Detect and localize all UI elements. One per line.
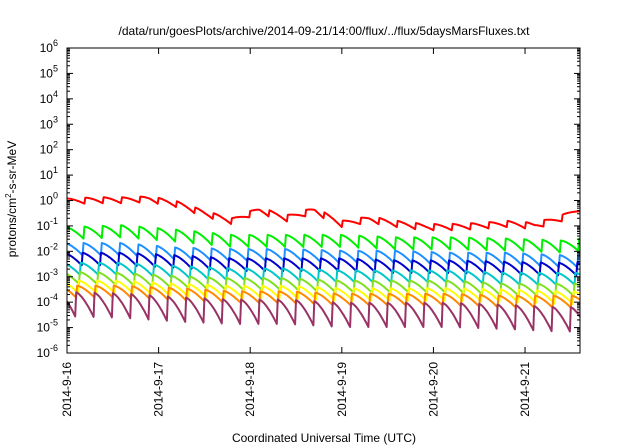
- y-tick-label: 10-4: [37, 292, 58, 309]
- y-tick-base: 10: [40, 143, 54, 157]
- y-tick-label: 105: [40, 63, 58, 80]
- y-tick-base: 10: [40, 168, 54, 182]
- y-tick-exponent: 1: [53, 165, 58, 175]
- y-tick-label: 104: [40, 89, 58, 106]
- y-tick-label: 10-5: [37, 318, 58, 335]
- chart-title: /data/run/goesPlots/archive/2014-09-21/1…: [119, 24, 531, 38]
- series-line-6: [66, 279, 581, 305]
- y-tick-label: 103: [40, 114, 58, 131]
- x-tick-label: 2014-9-19: [335, 362, 349, 417]
- x-tick-label: 2014-9-18: [243, 362, 257, 417]
- plot-frame: [66, 47, 581, 354]
- series-line-0: [66, 195, 581, 232]
- x-tick-label: 2014-9-20: [426, 362, 440, 417]
- y-tick-exponent: 0: [53, 191, 58, 201]
- y-tick-base: 10: [37, 346, 51, 360]
- y-tick-label: 10-1: [37, 216, 58, 233]
- y-tick-exponent: 4: [53, 89, 58, 99]
- y-tick-label: 101: [40, 165, 58, 182]
- y-tick-exponent: -4: [50, 292, 58, 302]
- series-line-2: [66, 242, 581, 269]
- axes-layer: 10-610-510-410-310-210-11001011021031041…: [37, 38, 581, 417]
- y-axis-label-rest: -s-sr-MeV: [5, 141, 19, 194]
- y-tick-label: 106: [40, 38, 58, 55]
- y-tick-base: 10: [40, 66, 54, 80]
- y-tick-exponent: 5: [53, 63, 58, 73]
- x-axis-label: Coordinated Universal Time (UTC): [232, 431, 416, 445]
- series-line-1: [66, 224, 581, 254]
- y-tick-exponent: -5: [50, 318, 58, 328]
- y-tick-exponent: -1: [50, 216, 58, 226]
- y-tick-base: 10: [37, 295, 51, 309]
- x-tick-label: 2014-9-21: [518, 362, 532, 417]
- y-tick-base: 10: [40, 92, 54, 106]
- y-tick-base: 10: [37, 270, 51, 284]
- y-axis-label-main: protons/cm: [5, 198, 19, 257]
- y-tick-label: 10-6: [37, 343, 58, 360]
- y-tick-base: 10: [40, 194, 54, 208]
- y-tick-exponent: 3: [53, 114, 58, 124]
- y-tick-exponent: -2: [50, 241, 58, 251]
- x-tick-label: 2014-9-17: [152, 362, 166, 417]
- y-tick-base: 10: [40, 41, 54, 55]
- y-tick-exponent: 6: [53, 38, 58, 48]
- y-axis-label-sup: 2: [4, 193, 13, 198]
- y-tick-base: 10: [37, 219, 51, 233]
- series-line-7: [66, 284, 581, 309]
- y-tick-exponent: -3: [50, 267, 58, 277]
- y-tick-label: 10-3: [37, 267, 58, 284]
- y-tick-base: 10: [40, 117, 54, 131]
- y-tick-label: 10-2: [37, 241, 58, 258]
- y-tick-label: 100: [40, 191, 58, 208]
- series-line-8: [66, 291, 581, 333]
- y-tick-exponent: 2: [53, 140, 58, 150]
- y-tick-exponent: -6: [50, 343, 58, 353]
- series-layer: [66, 195, 581, 333]
- y-tick-base: 10: [37, 244, 51, 258]
- series-line-3: [66, 251, 581, 277]
- y-axis-label: protons/cm2-s-sr-MeV: [4, 141, 19, 257]
- x-tick-label: 2014-9-16: [60, 362, 74, 417]
- y-tick-base: 10: [37, 321, 51, 335]
- y-tick-label: 102: [40, 140, 58, 157]
